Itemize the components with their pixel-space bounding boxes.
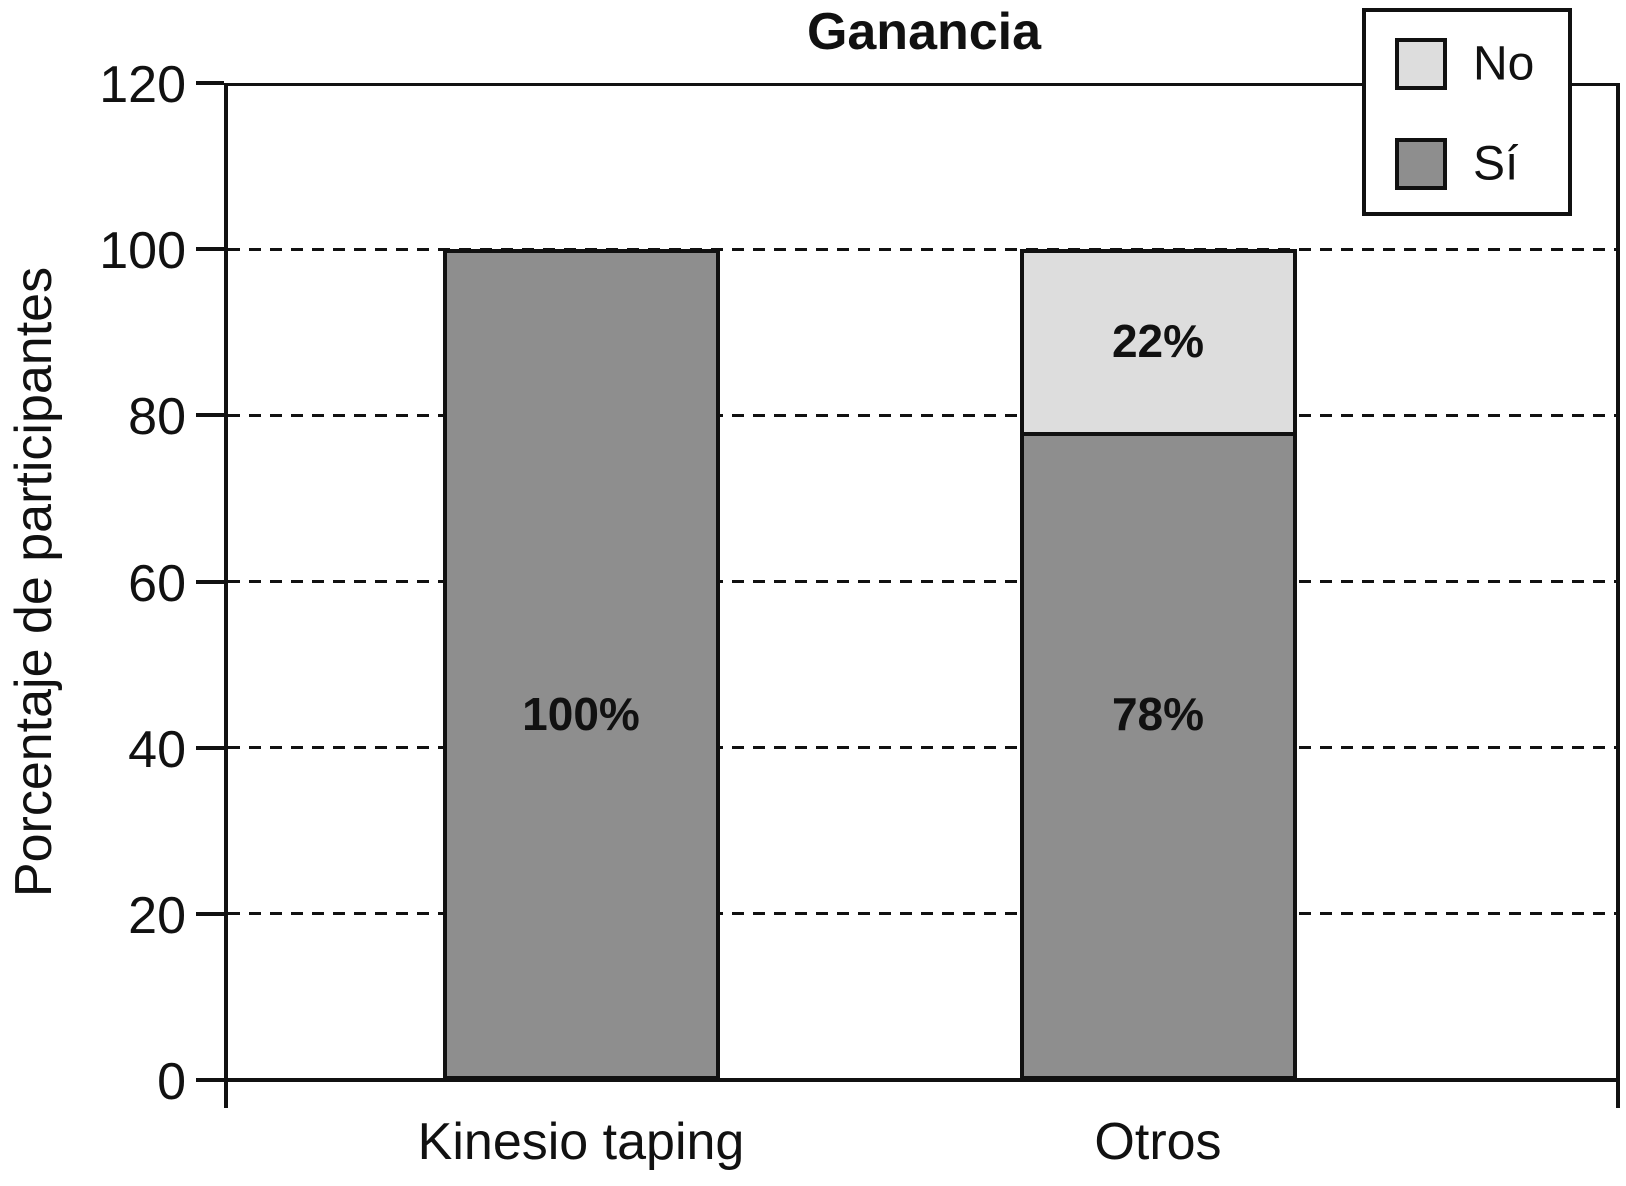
y-tick-label-20: 20	[128, 886, 186, 945]
y-tick-label-100: 100	[99, 222, 186, 281]
x-axis-line	[196, 1078, 1620, 1082]
legend-label: No	[1473, 37, 1535, 91]
gridline-20	[228, 912, 1620, 916]
y-tick-80	[196, 413, 224, 418]
bar-value-label: 22%	[1111, 314, 1205, 367]
plot-top-border	[224, 83, 1620, 86]
bar-segment-kinesio-taping-sí	[442, 249, 720, 1080]
gridline-100	[228, 247, 1620, 251]
y-tick-label-40: 40	[128, 720, 186, 779]
legend: No Sí	[1362, 8, 1572, 216]
legend-swatch-sí	[1395, 138, 1447, 190]
gridline-80	[228, 413, 1620, 417]
y-tick-label-60: 60	[128, 554, 186, 613]
y-tick-label-120: 120	[99, 56, 186, 114]
x-category-label-2: Otros	[1094, 1113, 1222, 1171]
y-tick-label-0: 0	[157, 1053, 186, 1111]
bar-value-label: 100%	[522, 688, 640, 740]
y-tick-40	[196, 745, 224, 750]
legend-item-sí: Sí	[1366, 137, 1568, 191]
legend-item-no: No	[1366, 37, 1568, 91]
chart-title: Ganancia	[806, 3, 1042, 61]
plot-right-border	[1616, 83, 1620, 1108]
y-tick-0	[196, 1078, 224, 1082]
y-tick-label-80: 80	[128, 388, 186, 447]
gridline-60	[228, 580, 1620, 583]
y-axis-line	[224, 83, 228, 1108]
gridline-40	[228, 746, 1620, 750]
y-tick-100	[196, 247, 224, 252]
bar-segment-otros-no	[1019, 249, 1297, 436]
legend-swatch-no	[1395, 38, 1447, 90]
y-tick-60	[196, 579, 224, 584]
legend-label: Sí	[1473, 137, 1519, 191]
y-tick-120	[196, 81, 224, 85]
bar-value-label: 78%	[1111, 688, 1205, 740]
y-tick-20	[196, 911, 224, 916]
bar-segment-otros-sí	[1019, 431, 1297, 1080]
x-category-label-1: Kinesio taping	[417, 1113, 745, 1171]
